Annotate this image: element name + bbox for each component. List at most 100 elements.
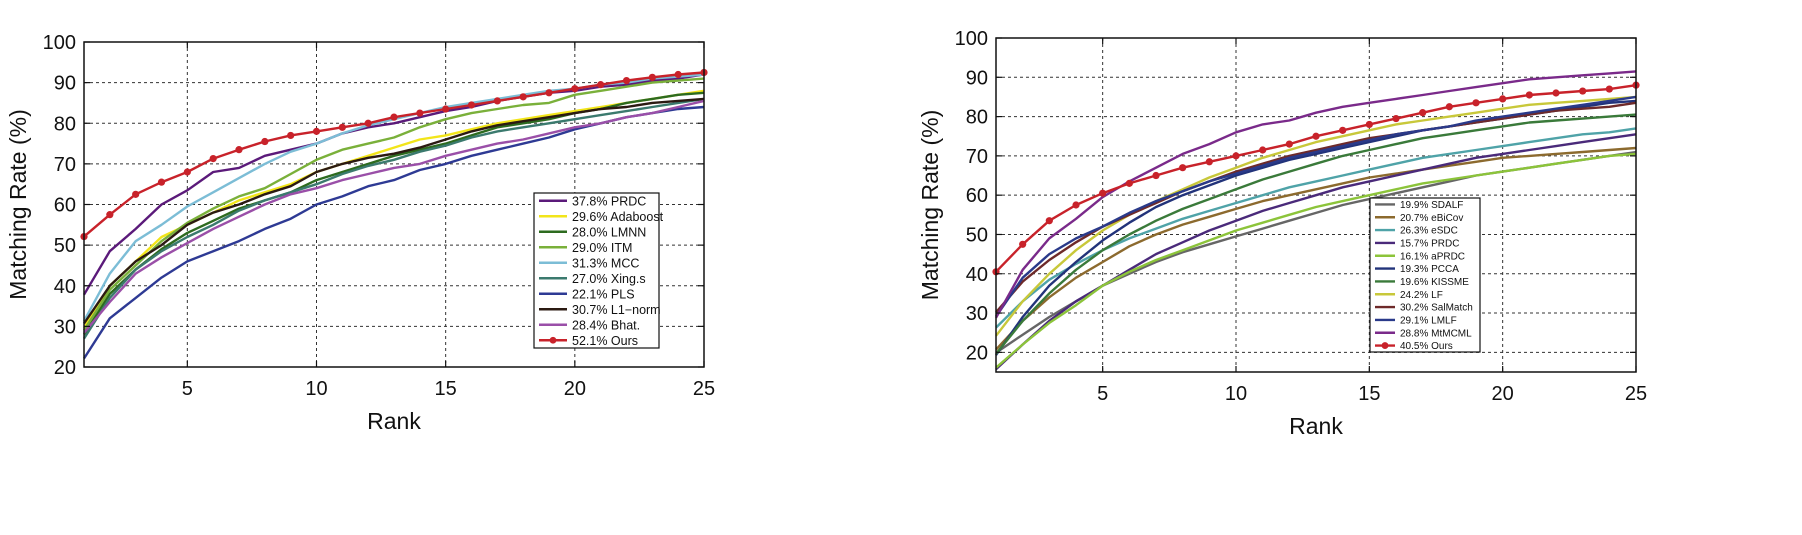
right-legend-entry: 29.1% LMLF — [1400, 316, 1457, 327]
right-xtick-label: 5 — [1097, 383, 1108, 405]
right-legend-entry: 30.2% SalMatch — [1400, 303, 1473, 314]
right-data-point — [1392, 114, 1400, 123]
right-ytick-label: 20 — [966, 342, 988, 364]
left-data-point — [442, 105, 450, 113]
left-data-point — [571, 85, 579, 93]
right-ytick-label: 60 — [966, 185, 988, 207]
right-data-point — [1152, 171, 1160, 180]
left-data-point — [157, 178, 166, 186]
left-xtick-label: 20 — [564, 378, 586, 400]
right-legend-entry: 24.2% LF — [1400, 290, 1443, 301]
left-legend-entry: 28.4% Bhat. — [572, 318, 640, 332]
right-data-point — [1339, 126, 1347, 134]
left-ytick-label: 60 — [54, 195, 76, 217]
right-legend-entry: 26.3% eSDC — [1400, 226, 1458, 237]
right-legend-entry: 40.5% Ours — [1400, 341, 1453, 352]
left-data-point — [390, 113, 398, 121]
left-legend-entry: 52.1% Ours — [572, 334, 638, 348]
right-legend-entry: 15.7% PRDC — [1400, 239, 1459, 250]
left-legend-entry: 30.7% L1−norm — [572, 303, 661, 317]
left-data-point — [235, 146, 243, 154]
left-xtick-label: 5 — [182, 378, 193, 400]
right-data-point — [1365, 120, 1373, 129]
right-legend-entry: 28.8% MtMCML — [1400, 328, 1472, 339]
left-data-point — [106, 211, 114, 219]
right-data-point — [1525, 91, 1533, 99]
right-ytick-label: 50 — [966, 224, 988, 246]
left-xtick-label: 15 — [435, 378, 457, 400]
left-data-point — [312, 127, 321, 135]
left-y-axis-label: Matching Rate (%) — [5, 109, 31, 299]
right-data-point — [1312, 132, 1320, 140]
left-data-point — [622, 76, 631, 85]
right-ytick-label: 40 — [966, 264, 988, 286]
right-series-line-2 — [995, 127, 1637, 329]
right-xtick-label: 20 — [1492, 383, 1514, 405]
left-series-line-5 — [82, 97, 705, 340]
left-data-point — [209, 154, 217, 163]
left-data-point — [183, 168, 191, 176]
left-ytick-label: 100 — [43, 32, 76, 54]
left-legend-entry: 29.6% Adaboost — [572, 210, 664, 224]
left-data-point — [416, 109, 424, 117]
left-ytick-label: 70 — [54, 154, 76, 176]
right-plot-frame — [995, 37, 1637, 373]
right-data-point — [1579, 87, 1587, 95]
right-legend-marker — [1381, 342, 1389, 349]
right-legend-entry: 19.6% KISSME — [1400, 277, 1469, 288]
right-ytick-label: 80 — [966, 107, 988, 129]
right-data-point — [1179, 164, 1187, 172]
right-data-point — [1472, 99, 1480, 107]
right-y-axis-label: Matching Rate (%) — [917, 110, 943, 300]
right-series-line-7 — [995, 95, 1637, 337]
left-ytick-label: 20 — [54, 357, 76, 379]
left-legend-entry: 22.1% PLS — [572, 287, 635, 301]
right-legend-box — [1369, 197, 1481, 353]
left-data-point — [261, 137, 269, 146]
right-series-line-9 — [995, 95, 1637, 318]
left-xtick-label: 10 — [305, 378, 327, 400]
left-data-point — [597, 81, 605, 89]
right-series-line-6 — [995, 113, 1637, 355]
right-legend-entry: 16.1% aPRDC — [1400, 251, 1465, 262]
left-ytick-label: 80 — [54, 113, 76, 135]
left-data-point — [493, 97, 501, 105]
left-data-point — [338, 123, 346, 131]
right-xtick-label: 10 — [1225, 383, 1247, 405]
right-legend-entry: 19.9% SDALF — [1400, 200, 1463, 211]
right-series-line-10 — [994, 70, 1637, 319]
left-data-point — [674, 70, 682, 79]
right-ytick-label: 30 — [966, 303, 988, 325]
right-series-line-4 — [995, 152, 1637, 369]
right-ytick-label: 100 — [955, 28, 988, 50]
left-xtick-label: 25 — [693, 378, 715, 400]
right-data-point — [1259, 146, 1267, 154]
left-data-point — [467, 101, 476, 109]
left-series-line-3 — [82, 77, 705, 332]
right-ytick-label: 70 — [966, 146, 988, 168]
left-ytick-label: 50 — [54, 235, 76, 257]
left-legend-entry: 28.0% LMNN — [572, 225, 646, 239]
chart-right: 20 30 40 50 60 70 80 90 100 5 10 15 20 25 Rank Matching… — [900, 0, 1802, 535]
left-data-point — [287, 131, 295, 140]
right-data-point — [1285, 140, 1293, 148]
right-data-point — [1099, 189, 1107, 197]
line-chart-left: 20 30 40 50 60 70 80 90 100 5 10 15 20 25 Rank Matching… — [5, 32, 715, 434]
left-data-point — [364, 119, 372, 127]
line-chart-right: 20 30 40 50 60 70 80 90 100 5 10 15 20 25 Rank Matching… — [917, 28, 1647, 439]
left-x-axis-label: Rank — [367, 408, 421, 434]
left-series-line-8 — [83, 99, 705, 334]
right-data-point — [1019, 240, 1027, 248]
right-xtick-label: 15 — [1358, 383, 1380, 405]
right-data-point — [1045, 217, 1053, 225]
right-data-point — [1499, 95, 1507, 103]
left-data-point — [519, 93, 527, 101]
chart-left: 20 30 40 50 60 70 80 90 100 5 10 15 20 25 Rank Matching… — [0, 0, 900, 535]
left-legend-marker — [549, 336, 557, 344]
left-legend-entry: 37.8% PRDC — [572, 194, 646, 208]
left-data-point — [545, 89, 553, 97]
right-xtick-label: 25 — [1625, 383, 1647, 405]
right-data-point — [1205, 158, 1213, 166]
right-data-point — [1605, 85, 1613, 93]
